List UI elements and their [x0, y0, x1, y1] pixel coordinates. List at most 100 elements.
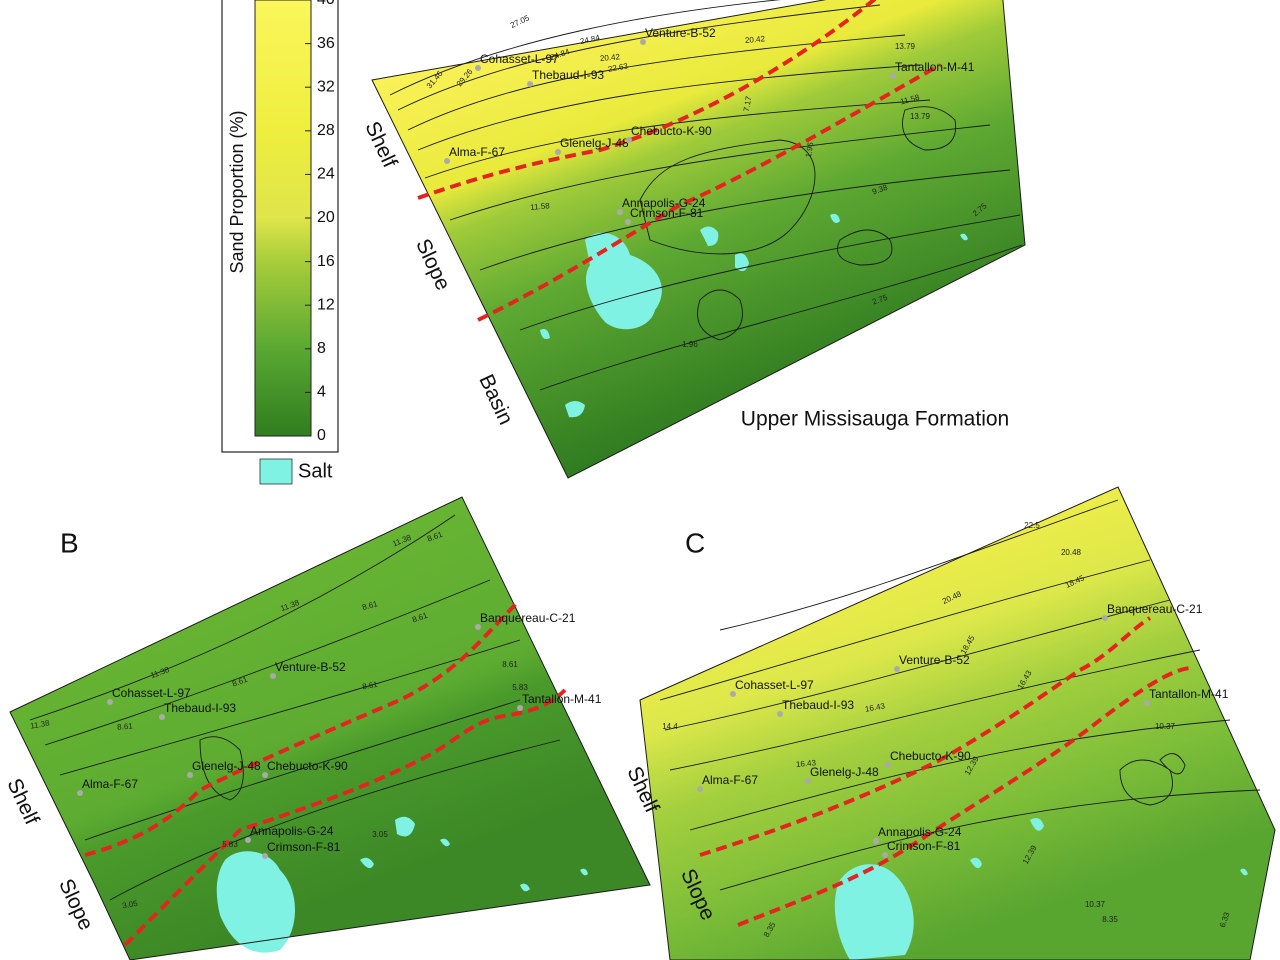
well-dot [617, 209, 623, 215]
well-label: Chebucto-K-90 [890, 749, 971, 763]
well-label: Glenelg-J-48 [810, 765, 879, 779]
tick-label: 0 [317, 427, 326, 444]
well-dot [640, 39, 646, 45]
panel-c [639, 486, 1276, 960]
well-label: Thebaud-I-93 [782, 698, 854, 712]
contour-label: 3.05 [372, 830, 388, 839]
well-dot [697, 786, 703, 792]
contour-label: 16.43 [864, 701, 886, 713]
well-dot [730, 691, 736, 697]
salt-label: Salt [298, 460, 333, 482]
well-dot [475, 65, 481, 71]
well-dot [625, 219, 631, 225]
contour-label: 20.42 [745, 34, 766, 45]
contour-label: 27.05 [509, 13, 531, 30]
tick-label: 4 [317, 384, 326, 401]
well-label: Chebucto-K-90 [267, 759, 348, 773]
well-label: Thebaud-I-93 [164, 701, 236, 715]
well-label: Thebaud-I-93 [532, 68, 604, 82]
well-label: Tantallon-M-41 [522, 692, 602, 706]
well-label: Cohasset-L-97 [735, 678, 814, 692]
well-dot [626, 137, 632, 143]
map-area [640, 487, 1275, 960]
contour-label: 8.35 [1102, 915, 1118, 924]
well-dot [444, 158, 450, 164]
well-label: Venture-B-52 [645, 26, 716, 40]
zone-label: Basin [474, 371, 517, 428]
well-label: Cohasset-L-97 [480, 52, 559, 66]
well-dot [262, 853, 268, 859]
tick-label: 12 [317, 296, 335, 313]
panel-title: Upper Missisauga Formation [741, 408, 1009, 431]
contour-label: 1.96 [804, 141, 816, 158]
contour-label: 1.96 [682, 340, 698, 349]
salt-swatch [259, 458, 293, 485]
contour-label: 22.63 [607, 61, 629, 73]
salt-body [216, 816, 588, 953]
color-bar [254, 0, 312, 437]
contour-label: 3.05 [121, 899, 138, 911]
well-dot [475, 624, 481, 630]
panel-b [9, 496, 651, 960]
well-label: Crimson-F-81 [887, 839, 961, 853]
well-dot [527, 81, 533, 87]
contour-label: 16.43 [796, 758, 817, 769]
legend-title: Sand Proportion (%) [227, 110, 247, 273]
contour-label: 24.84 [579, 33, 601, 46]
tick-label: 28 [317, 122, 335, 139]
well-dot [107, 699, 113, 705]
salt-body [540, 213, 968, 418]
well-dot [262, 772, 268, 778]
contour-label: 13.79 [910, 112, 931, 121]
well-dot [187, 772, 193, 778]
well-label: Crimson-F-81 [630, 206, 704, 220]
contour-label: 20.42 [600, 52, 621, 63]
well-label: Tantallon-M-41 [895, 60, 975, 74]
contour-label: 5.83 [222, 840, 238, 849]
contour-label: 8.61 [361, 599, 379, 612]
well-dot [894, 666, 900, 672]
well-label: Crimson-F-81 [267, 840, 341, 854]
well-dot [777, 711, 783, 717]
zone-label: Slope [54, 875, 98, 933]
tick-label: 20 [317, 209, 335, 226]
contour-label: 11.58 [530, 201, 551, 212]
panel-label: B [60, 527, 79, 558]
well-dot [159, 714, 165, 720]
tick-label: 8 [317, 340, 326, 357]
salt-body [834, 818, 1248, 960]
contour-label: 14.4 [662, 722, 678, 731]
contour-label: 20.48 [1061, 548, 1082, 557]
well-label: Cohasset-L-97 [112, 686, 191, 700]
panel-a [371, 0, 1026, 479]
tick-label: 24 [317, 166, 335, 183]
contour-label: 22.5 [1024, 521, 1040, 530]
panel-label: C [685, 527, 705, 558]
well-dot [517, 705, 523, 711]
well-dot [882, 852, 888, 858]
well-label: Glenelg-J-48 [560, 136, 629, 150]
contour-label: 7.17 [742, 95, 754, 112]
contour-label: 10.37 [1085, 900, 1106, 909]
well-dot [885, 762, 891, 768]
tick-label: 16 [317, 253, 335, 270]
well-label: Alma-F-67 [449, 145, 505, 159]
map-area [372, 0, 1025, 478]
contour-label: 13.79 [895, 42, 916, 51]
well-label: Venture-B-52 [899, 653, 970, 667]
contour-label: 10.37 [1155, 722, 1176, 731]
well-label: Annapolis-G-24 [250, 824, 334, 838]
well-label: Banquereau-C-21 [480, 611, 576, 625]
tick-label: 32 [317, 78, 335, 95]
tick-label: 40 [317, 0, 335, 8]
contour-label: 5.83 [512, 683, 528, 692]
well-label: Alma-F-67 [702, 773, 758, 787]
well-label: Annapolis-G-24 [622, 196, 706, 210]
well-dot [555, 149, 561, 155]
contour-label: 11.38 [30, 718, 51, 730]
well-dot [245, 837, 251, 843]
contour-label: 8.61 [502, 660, 518, 669]
well-label: Venture-B-52 [275, 660, 346, 674]
well-label: Glenelg-J-48 [192, 759, 261, 773]
